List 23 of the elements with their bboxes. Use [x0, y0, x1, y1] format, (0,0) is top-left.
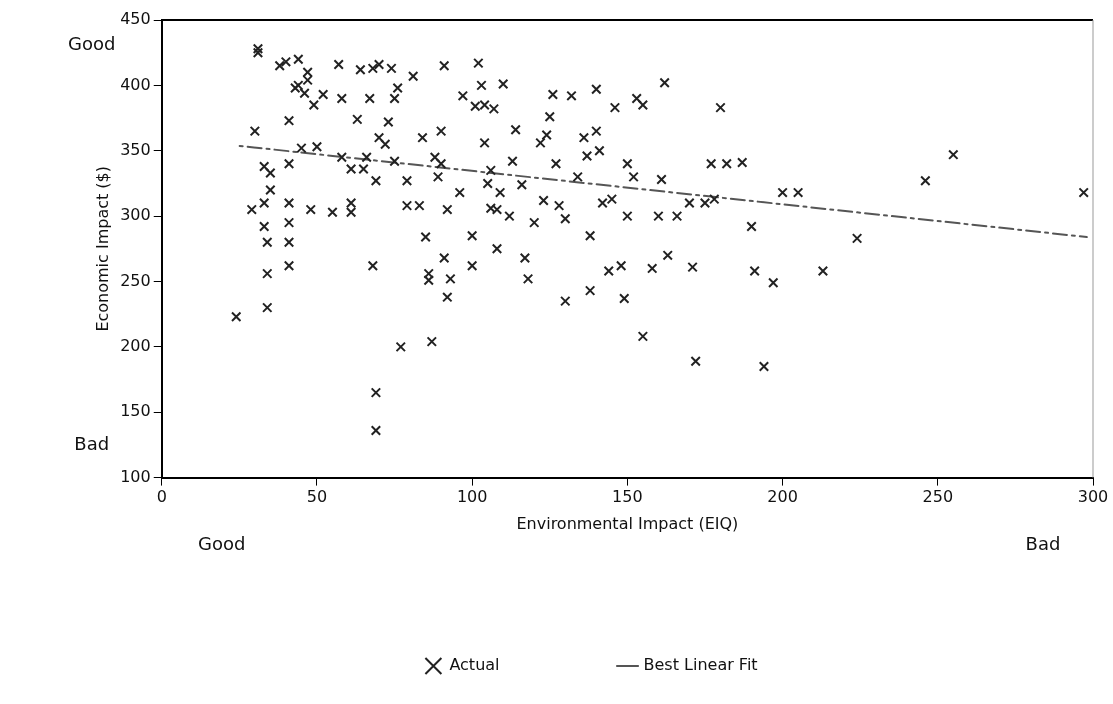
- y-tick-label: 250: [120, 270, 151, 290]
- text: Good: [68, 32, 116, 54]
- y-tick-label: 100: [120, 466, 151, 486]
- x-tick-label: 150: [612, 487, 643, 507]
- text: Bad: [1025, 533, 1061, 555]
- y-tick-label: 200: [120, 336, 151, 356]
- text: Good: [198, 533, 246, 555]
- legend-label: Actual: [449, 655, 500, 675]
- x-tick-label: 50: [306, 487, 328, 507]
- x-tick-label: 0: [156, 487, 167, 507]
- x-tick-label: 200: [767, 487, 798, 507]
- x-tick-label: 250: [922, 487, 954, 507]
- y-tick-label: 350: [120, 139, 151, 159]
- x-axis-title: Environmental Impact (EIQ): [516, 513, 739, 533]
- y-tick-label: 400: [120, 74, 151, 94]
- y-axis-title: Economic Impact ($): [92, 165, 112, 332]
- y-tick-label: 300: [120, 205, 151, 225]
- legend-label: Best Linear Fit: [643, 655, 758, 675]
- y-tick-label: 150: [120, 401, 151, 421]
- text: Bad: [74, 433, 110, 455]
- x-tick-label: 100: [456, 487, 488, 507]
- y-tick-label: 450: [120, 9, 151, 29]
- x-tick-label: 300: [1077, 487, 1109, 507]
